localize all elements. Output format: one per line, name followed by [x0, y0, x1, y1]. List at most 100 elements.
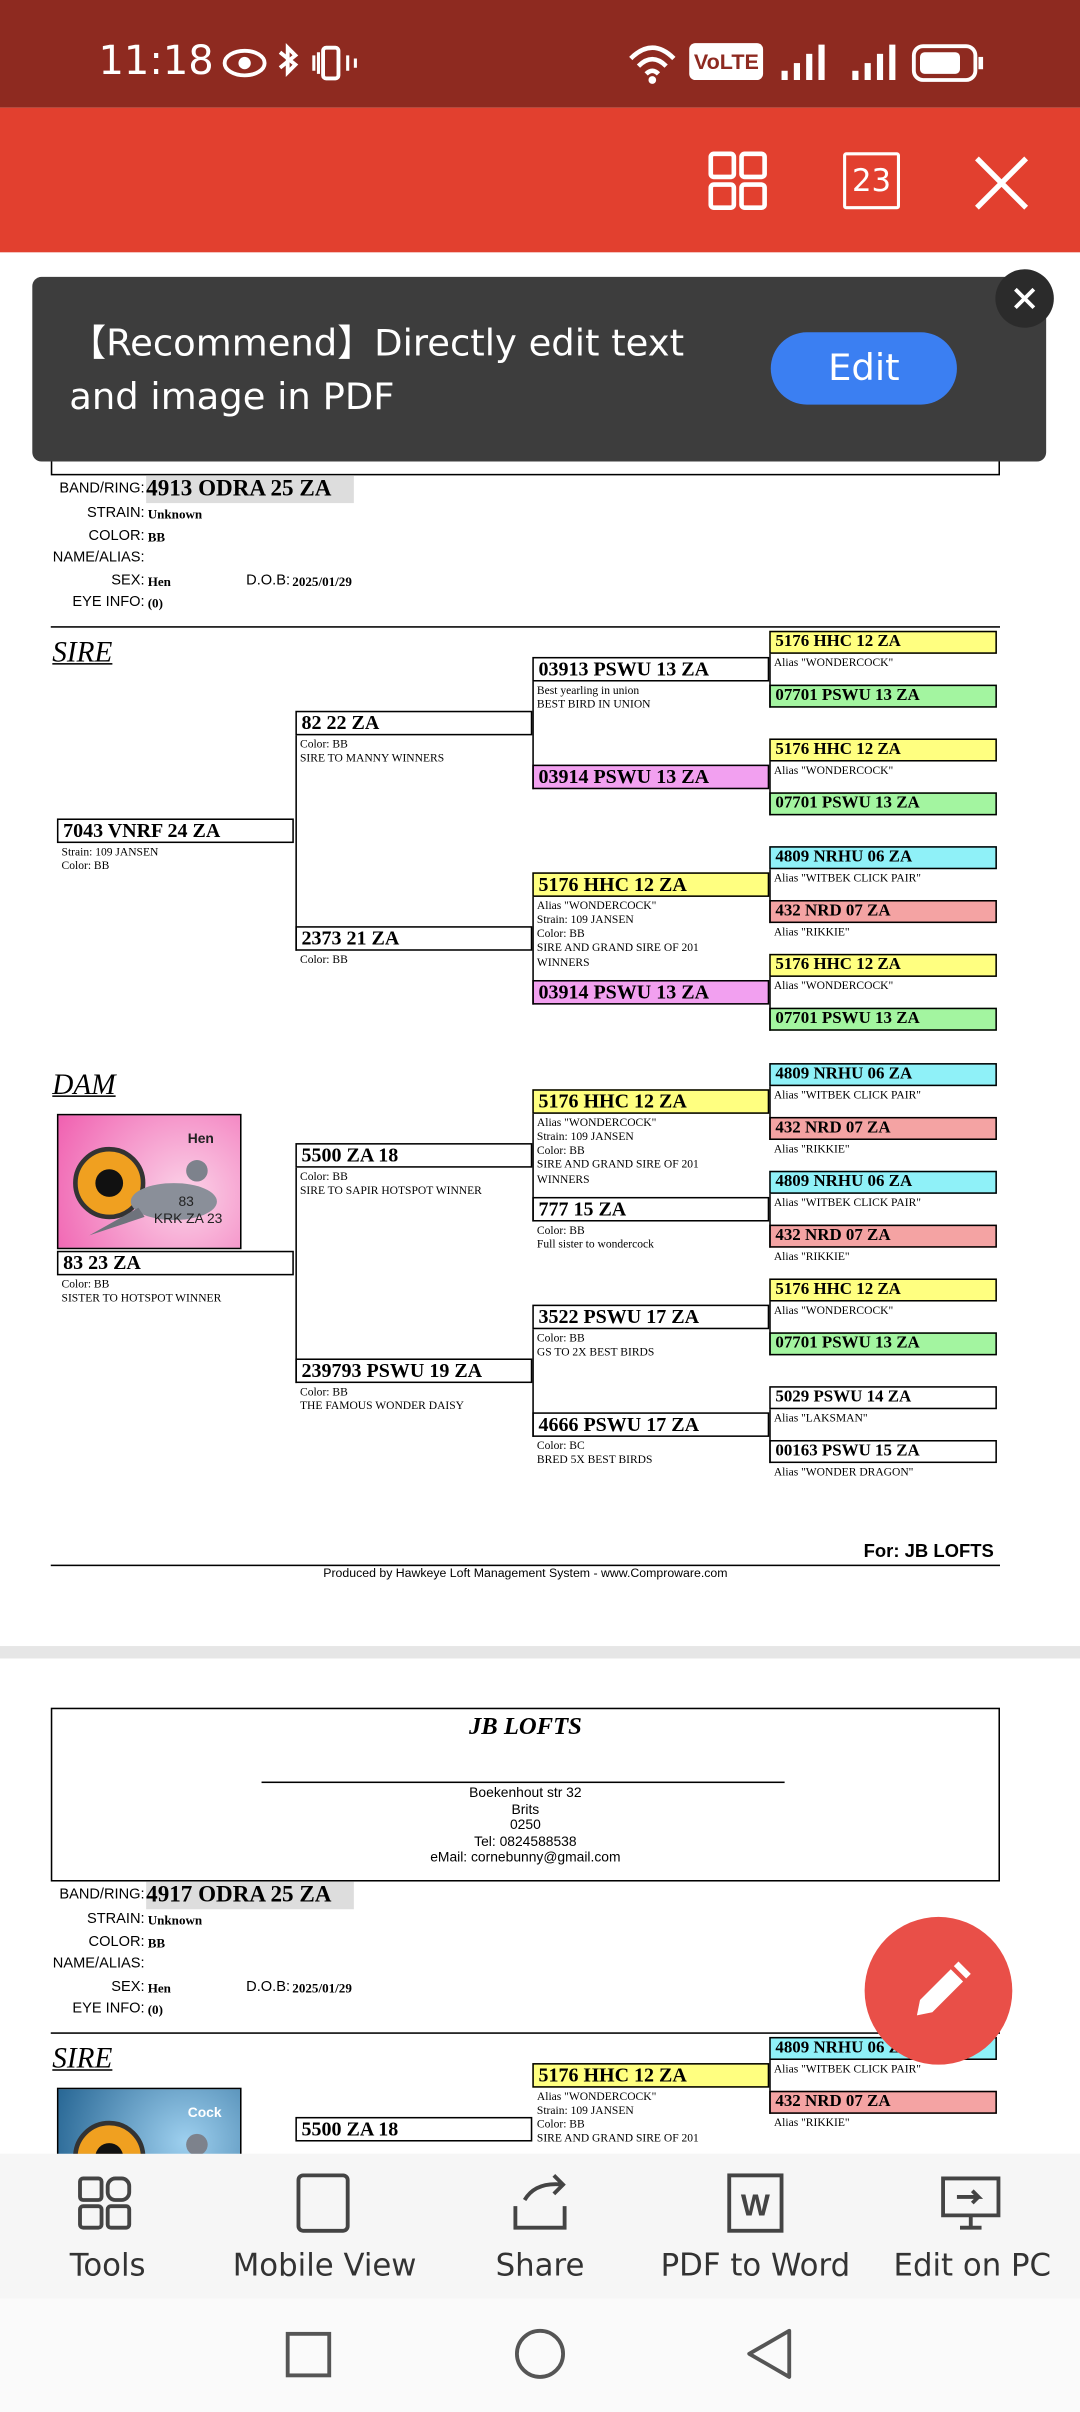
back-button[interactable] — [747, 2328, 792, 2379]
band-number: 03914 PSWU 13 ZA — [538, 763, 710, 787]
bird-detail: SISTER TO HOTSPOT WINNER — [61, 1290, 222, 1305]
bird-detail: Color: BB — [536, 2117, 585, 2131]
wifi-icon — [629, 45, 676, 84]
info-label: COLOR: — [88, 527, 145, 545]
pedigree-box: 4809 NRHU 06 ZA — [769, 1062, 997, 1086]
band-number: 4809 NRHU 06 ZA — [775, 1063, 913, 1083]
bird-detail: Alias "WONDERCOCK" — [536, 897, 657, 912]
bird-detail: Alias "WONDERCOCK" — [773, 977, 894, 992]
info-value: Unknown — [147, 506, 203, 522]
half-label: DAM — [52, 1069, 116, 1102]
banner-close-button[interactable] — [994, 268, 1056, 330]
pedigree-box: 5176 HHC 12 ZA — [769, 953, 997, 977]
pedigree-box: 7043 VNRF 24 ZA — [56, 817, 294, 843]
document: BAND/RING: 4913 ODRA 25 ZA STRAIN: Unknown C… — [0, 252, 1080, 2154]
band-number: 432 NRD 07 ZA — [775, 900, 891, 920]
bird-detail: Alias "RIKKIE" — [773, 1140, 850, 1155]
toolbar-item[interactable]: Mobile View — [232, 2246, 417, 2284]
bird-detail: Color: BB — [299, 736, 348, 750]
thumbnails-button[interactable] — [708, 151, 770, 213]
bird-detail: BEST BIRD IN UNION — [536, 696, 651, 711]
bird-detail: Alias "WONDERCOCK" — [536, 1114, 657, 1129]
close-button[interactable] — [972, 154, 1030, 212]
info-label: NAME/ALIAS: — [52, 549, 145, 567]
band-number: 03913 PSWU 13 ZA — [538, 656, 710, 680]
header-line: Boekenhout str 32 — [469, 1784, 582, 1800]
pedigree-box: 5176 HHC 12 ZA — [769, 629, 997, 654]
band-number: 03914 PSWU 13 ZA — [538, 979, 710, 1003]
pedigree-box: 07701 PSWU 13 ZA — [769, 1331, 997, 1355]
bird-detail: Color: BB — [61, 1276, 110, 1290]
pedigree-box: 00163 PSWU 15 ZA — [769, 1439, 997, 1463]
band-number: 5500 ZA 18 — [301, 1142, 399, 1166]
toolbar-item[interactable]: PDF to Word — [660, 2246, 851, 2284]
photo-art — [73, 1146, 217, 1236]
bird-detail: Strain: 109 JANSEN — [536, 1128, 634, 1143]
status-bar: 11:18 VoLTE — [0, 0, 1080, 108]
rule-line — [50, 2032, 1000, 2034]
recents-button[interactable] — [285, 2331, 332, 2378]
info-label: D.O.B: — [246, 572, 291, 590]
edit-fab[interactable] — [862, 1914, 1019, 2071]
bird-detail: Alias "RIKKIE" — [773, 1248, 850, 1263]
photo-art — [73, 2120, 208, 2154]
photo-caption: KRK ZA 23 — [153, 1210, 223, 1227]
band-number: 07701 PSWU 13 ZA — [775, 793, 920, 812]
rule-line — [769, 1408, 771, 1463]
photo-caption: Hen — [187, 1130, 214, 1147]
info-value: 2025/01/29 — [292, 1979, 352, 1996]
pedigree-box: 5176 HHC 12 ZA — [532, 2062, 770, 2087]
bird-detail: SIRE AND GRAND SIRE OF 201 — [536, 1157, 699, 1172]
info-value: BB — [147, 529, 166, 545]
toolbar-item[interactable]: Edit on PC — [893, 2246, 1052, 2284]
info-label: EYE INFO: — [72, 1999, 145, 2017]
bird-detail: THE FAMOUS WONDER DAISY — [299, 1398, 465, 1412]
pedigree-box: 239793 PSWU 19 ZA — [295, 1357, 533, 1383]
pedigree-box: 4809 NRHU 06 ZA — [769, 845, 997, 869]
status-icons-left — [222, 43, 357, 81]
half-label: SIRE — [52, 2043, 113, 2076]
navigation-buttons — [285, 2328, 792, 2379]
bird-detail: SIRE TO MANNY WINNERS — [299, 750, 445, 765]
info-value: Hen — [147, 573, 171, 590]
rule-line — [50, 626, 1000, 628]
band-number: 4809 NRHU 06 ZA — [775, 846, 913, 866]
rule-line — [50, 1564, 1000, 1567]
rule-line — [295, 734, 297, 950]
toolbar-item[interactable]: Share — [495, 2246, 585, 2284]
pedigree-box: 03914 PSWU 13 ZA — [532, 763, 770, 789]
rule-line — [532, 1113, 534, 1221]
bird-detail: Alias "WONDERCOCK" — [773, 654, 894, 669]
rule-line — [532, 680, 534, 789]
svg-text:W: W — [741, 2187, 770, 2222]
rule-line — [769, 1300, 771, 1355]
pedigree-box: 03914 PSWU 13 ZA — [532, 979, 770, 1004]
home-button[interactable] — [514, 2328, 565, 2379]
band-number: 5176 HHC 12 ZA — [538, 1088, 687, 1112]
band-number: 5029 PSWU 14 ZA — [775, 1386, 912, 1406]
toolbar-item[interactable]: Tools — [69, 2246, 146, 2284]
pedigree-box: 432 NRD 07 ZA — [769, 1116, 997, 1140]
rule-line — [295, 1166, 297, 1383]
pedigree-box: 777 15 ZA — [532, 1196, 770, 1221]
info-label: BAND/RING: — [59, 479, 145, 497]
pedigree-box: 5029 PSWU 14 ZA — [769, 1385, 997, 1409]
edit-button[interactable]: Edit — [770, 332, 957, 405]
info-value: 2025/01/29 — [292, 573, 352, 590]
clock: 11:18 — [98, 38, 214, 85]
pedigree-box: 07701 PSWU 13 ZA — [769, 1006, 997, 1030]
band-number: 239793 PSWU 19 ZA — [301, 1357, 483, 1381]
rule-line — [769, 1193, 771, 1247]
rule-line — [532, 1328, 534, 1437]
bird-detail: Strain: 109 JANSEN — [536, 2102, 634, 2117]
band-number: 432 NRD 07 ZA — [775, 2091, 891, 2110]
info-value: (0) — [147, 2001, 163, 2017]
pedigree-box: 5500 ZA 18 — [295, 2116, 533, 2141]
info-label: D.O.B: — [246, 1978, 291, 1996]
bird-detail: WINNERS — [536, 954, 590, 969]
info-label: SEX: — [111, 1978, 145, 1996]
band-number: 4809 NRHU 06 ZA — [775, 1171, 913, 1190]
page-count-button[interactable]: 23 — [843, 152, 900, 210]
header-line: Tel: 0824588538 — [474, 1833, 577, 1849]
